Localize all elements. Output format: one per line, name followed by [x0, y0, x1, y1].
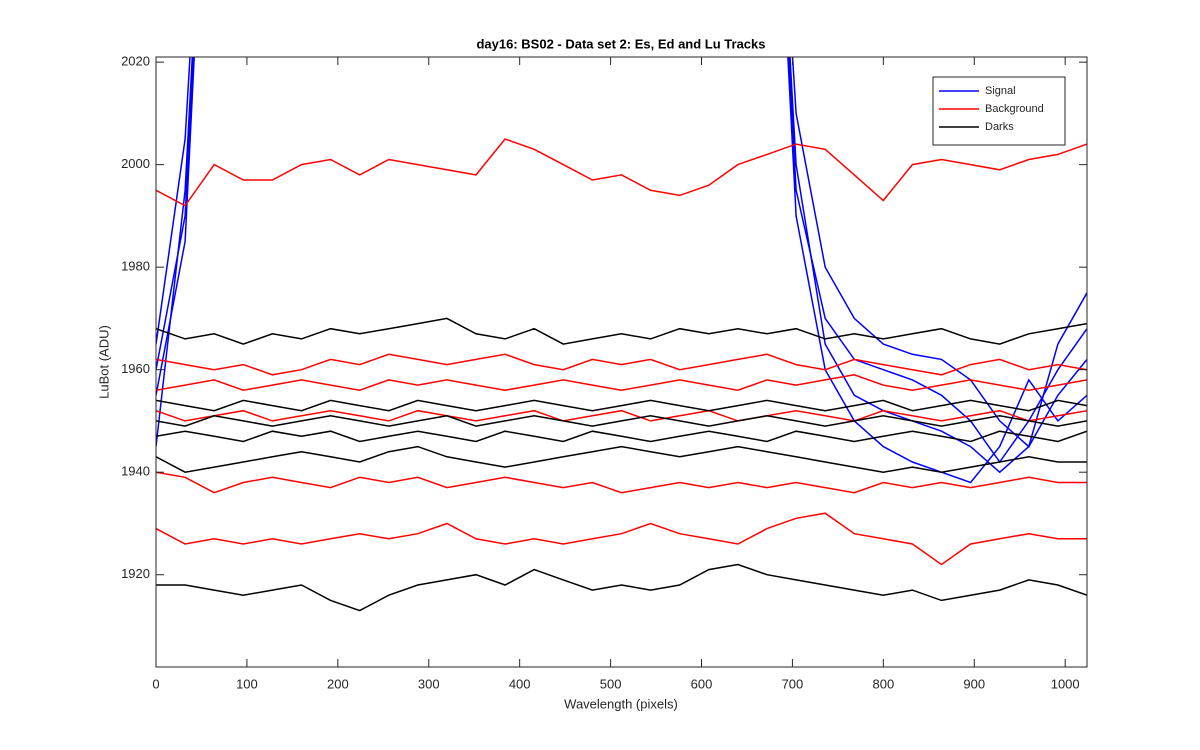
axes-box [155, 56, 1088, 668]
y-tick-label: 2000 [121, 156, 150, 171]
legend-label: Background [985, 103, 1044, 115]
legend-box [932, 76, 1066, 146]
series-line [156, 430, 1087, 443]
x-tick-label: 800 [872, 676, 894, 691]
series-line [156, 409, 1087, 422]
legend-label: Signal [985, 85, 1016, 97]
series-line [156, 445, 1087, 473]
y-tick-label: 1940 [121, 464, 150, 479]
x-tick-label: 300 [418, 676, 440, 691]
series-line [156, 57, 1087, 484]
x-tick-label: 700 [782, 676, 804, 691]
y-tick-label: 1920 [121, 566, 150, 581]
x-tick-label: 1000 [1051, 676, 1080, 691]
series-line [156, 317, 1087, 345]
legend-label: Darks [985, 121, 1014, 133]
x-tick-label: 0 [152, 676, 159, 691]
series-line [156, 57, 1087, 448]
y-axis-label: LuBot (ADU) [96, 325, 111, 399]
x-tick-label: 100 [236, 676, 258, 691]
x-tick-label: 200 [327, 676, 349, 691]
series-line [156, 138, 1087, 207]
series-line [156, 57, 1087, 464]
series-line [156, 57, 1087, 474]
x-tick-label: 500 [600, 676, 622, 691]
series-line [156, 415, 1087, 427]
series-line [156, 563, 1087, 612]
y-tick-label: 1960 [121, 361, 150, 376]
plot-area [156, 57, 1087, 667]
series-line [156, 471, 1087, 494]
x-axis-label: Wavelength (pixels) [564, 696, 678, 711]
series-line [156, 353, 1087, 376]
x-tick-label: 900 [963, 676, 985, 691]
series-line [156, 374, 1087, 391]
x-tick-label: 600 [691, 676, 713, 691]
y-tick-label: 1980 [121, 259, 150, 274]
series-line [156, 399, 1087, 412]
chart-title: day16: BS02 - Data set 2: Es, Ed and Lu … [476, 36, 765, 51]
x-tick-label: 400 [509, 676, 531, 691]
y-tick-label: 2020 [121, 54, 150, 69]
lines [156, 57, 1087, 612]
series-line [156, 512, 1087, 566]
